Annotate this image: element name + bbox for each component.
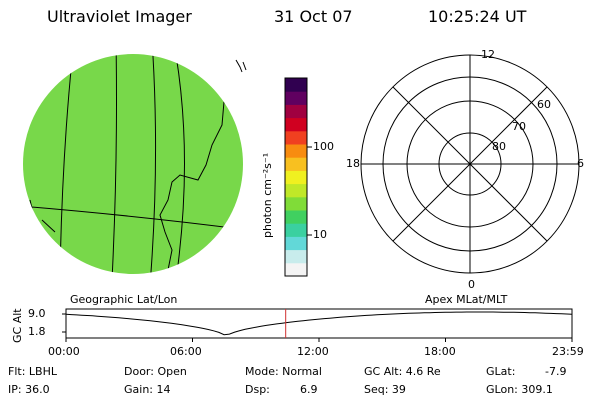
- coastline: [235, 59, 247, 73]
- mlt-label-18: 18: [346, 157, 360, 170]
- timeline-plot: [62, 308, 573, 342]
- mlt-label-0: 0: [468, 278, 475, 291]
- earth-disc: [23, 54, 243, 274]
- mlt-label-12: 12: [481, 48, 495, 61]
- geo-lon-line: [175, 54, 185, 274]
- timeline-ytick-bottom: 1.8: [28, 325, 46, 338]
- timeline-xtick: 12:00: [297, 345, 329, 358]
- colorbar-segment: [285, 91, 307, 105]
- mlt-label-6: 6: [577, 157, 584, 170]
- colorbar-segment: [285, 249, 307, 264]
- timeline-xtick: 23:59: [552, 345, 584, 358]
- polar-axis: [392, 86, 548, 242]
- colorbar-segment: [285, 183, 307, 198]
- polar-plot: [360, 54, 580, 274]
- ip-info: IP: 36.0: [8, 383, 50, 396]
- observation-date: 31 Oct 07: [274, 7, 353, 26]
- colorbar-segment: [285, 144, 307, 158]
- mlat-label-80: 80: [492, 140, 506, 153]
- glon-info: GLon: 309.1: [486, 383, 553, 396]
- geographic-caption: Geographic Lat/Lon: [70, 293, 178, 306]
- colorbar-tick-100: 100: [313, 140, 334, 153]
- timeline-xtick: 00:00: [48, 345, 80, 358]
- timeline-ytick-top: 9.0: [28, 307, 46, 320]
- colorbar-segment: [285, 170, 307, 185]
- filter-info: Flt: LBHL: [8, 365, 57, 378]
- colorbar-segment: [285, 78, 307, 92]
- mlat-label-70: 70: [512, 120, 526, 133]
- colorbar-segment: [285, 223, 307, 237]
- mlat-label-60: 60: [537, 98, 551, 111]
- apex-caption: Apex MLat/MLT: [425, 293, 508, 306]
- instrument-title: Ultraviolet Imager: [47, 7, 192, 26]
- earth-image: [23, 54, 247, 274]
- dsp-label: Dsp:: [245, 383, 270, 396]
- coastline: [159, 59, 226, 271]
- colorbar-tick-10: 10: [313, 228, 327, 241]
- gc-alt-info: GC Alt: 4.6 Re: [364, 365, 441, 378]
- seq-info: Seq: 39: [364, 383, 406, 396]
- colorbar-segment: [285, 210, 307, 224]
- door-info: Door: Open: [124, 365, 187, 378]
- geo-lon-line: [111, 54, 117, 274]
- altitude-curve: [65, 311, 573, 336]
- colorbar-segment: [285, 117, 307, 132]
- glat-label: GLat:: [486, 365, 516, 378]
- colorbar: [284, 77, 312, 277]
- observation-time: 10:25:24 UT: [428, 7, 527, 26]
- colorbar-segment: [285, 262, 307, 277]
- colorbar-segment: [285, 130, 307, 145]
- timeline-frame: [65, 308, 573, 339]
- colorbar-segment: [285, 104, 307, 119]
- geo-lat-line: [23, 205, 243, 231]
- dsp-value: 6.9: [300, 383, 318, 396]
- glat-value: -7.9: [545, 365, 567, 378]
- colorbar-frame: [284, 77, 308, 277]
- gain-info: Gain: 14: [124, 383, 171, 396]
- geo-lon-line: [149, 54, 157, 274]
- colorbar-segment: [285, 236, 307, 251]
- mode-info: Mode: Normal: [245, 365, 322, 378]
- timeline-xtick: 18:00: [424, 345, 456, 358]
- timeline-xtick: 06:00: [170, 345, 202, 358]
- timeline-axis-label: GC Alt: [11, 308, 24, 343]
- colorbar-unit-label: photon cm⁻²s⁻¹: [261, 152, 274, 238]
- colorbar-segment: [285, 157, 307, 171]
- colorbar-segment: [285, 196, 307, 211]
